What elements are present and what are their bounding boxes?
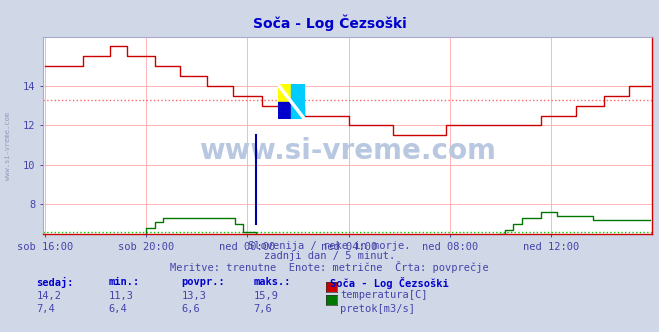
Text: sedaj:: sedaj: xyxy=(36,277,74,288)
Text: min.:: min.: xyxy=(109,277,140,287)
Text: 7,4: 7,4 xyxy=(36,304,55,314)
Text: Meritve: trenutne  Enote: metrične  Črta: povprečje: Meritve: trenutne Enote: metrične Črta: … xyxy=(170,261,489,273)
Bar xyxy=(277,102,291,120)
Text: 14,2: 14,2 xyxy=(36,290,61,300)
Text: 6,6: 6,6 xyxy=(181,304,200,314)
Text: maks.:: maks.: xyxy=(254,277,291,287)
Text: povpr.:: povpr.: xyxy=(181,277,225,287)
Text: 15,9: 15,9 xyxy=(254,290,279,300)
Text: Soča - Log Čezsoški: Soča - Log Čezsoški xyxy=(330,277,448,289)
Text: 6,4: 6,4 xyxy=(109,304,127,314)
Text: 11,3: 11,3 xyxy=(109,290,134,300)
Bar xyxy=(291,84,304,120)
Text: zadnji dan / 5 minut.: zadnji dan / 5 minut. xyxy=(264,251,395,261)
Text: www.si-vreme.com: www.si-vreme.com xyxy=(5,112,11,180)
Bar xyxy=(277,84,291,102)
Text: www.si-vreme.com: www.si-vreme.com xyxy=(199,137,496,165)
Text: Slovenija / reke in morje.: Slovenija / reke in morje. xyxy=(248,241,411,251)
Text: Soča - Log Čezsoški: Soča - Log Čezsoški xyxy=(252,15,407,32)
Text: pretok[m3/s]: pretok[m3/s] xyxy=(340,304,415,314)
Text: temperatura[C]: temperatura[C] xyxy=(340,290,428,300)
Text: 13,3: 13,3 xyxy=(181,290,206,300)
Text: 7,6: 7,6 xyxy=(254,304,272,314)
